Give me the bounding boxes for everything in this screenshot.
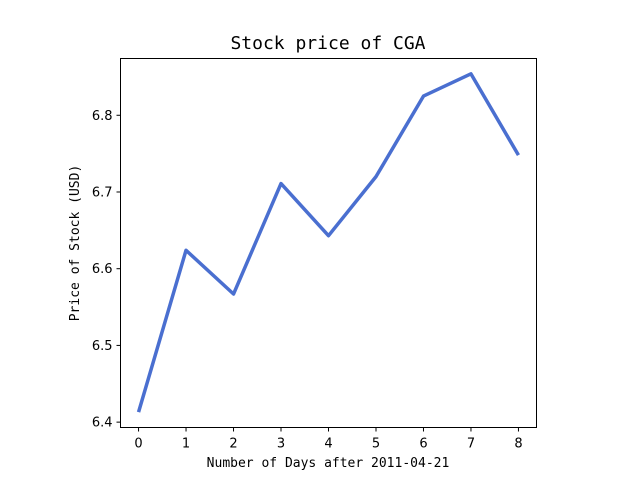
x-tick-label: 2 — [229, 437, 237, 452]
x-tick-label: 6 — [419, 437, 427, 452]
y-tick-label: 6.4 — [92, 416, 113, 431]
y-tick-label: 6.6 — [92, 262, 113, 277]
y-tick-label: 6.7 — [92, 185, 113, 200]
y-tick-label: 6.5 — [92, 339, 113, 354]
y-tick-label: 6.8 — [92, 109, 113, 124]
x-tick-label: 4 — [324, 437, 332, 452]
x-tick-label: 1 — [182, 437, 190, 452]
x-tick-label: 8 — [514, 437, 522, 452]
x-tick-label: 0 — [134, 437, 142, 452]
x-axis-label: Number of Days after 2011-04-21 — [207, 456, 450, 471]
chart-title: Stock price of CGA — [230, 33, 425, 54]
x-tick-label: 5 — [372, 437, 380, 452]
x-axis: 0 1 2 3 4 5 6 7 8 — [134, 427, 523, 452]
x-tick-label: 7 — [467, 437, 475, 452]
series-line-0 — [136, 72, 520, 413]
y-axis-label: Price of Stock (USD) — [68, 165, 83, 322]
y-axis: 6.4 6.5 6.6 6.7 6.8 — [92, 109, 121, 431]
x-tick-label: 3 — [277, 437, 285, 452]
plot-frame — [120, 58, 537, 428]
series-layer — [136, 72, 520, 413]
